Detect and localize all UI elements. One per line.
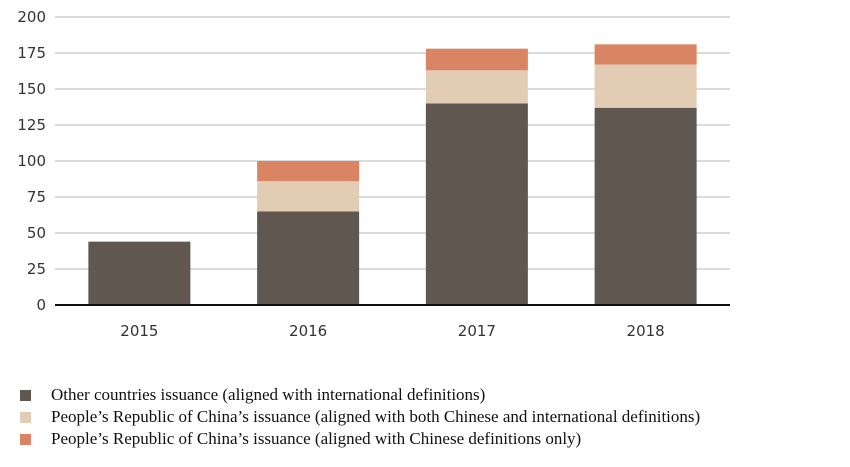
stacked-bar-chart: 0 25 50 75 100 125 150 175 200 2015 2016 2017 2018 [17,8,730,340]
y-axis-ticks: 0 25 50 75 100 125 150 175 200 [17,8,46,314]
bar-segment [425,70,528,104]
bar-segment [88,241,191,305]
bar-segment [594,64,697,108]
y-tick-label: 200 [17,8,46,26]
legend-item-other-countries: Other countries issuance (aligned with i… [20,384,700,406]
bar-segment [594,107,697,305]
y-tick-label: 75 [27,188,46,206]
gridlines [55,16,730,270]
legend-swatch-prc-both-definitions [20,411,31,423]
bar-segment [425,48,528,71]
bar-segment [594,44,697,65]
y-tick-label: 50 [27,224,46,242]
legend-swatch-other-countries [20,389,31,401]
y-tick-label: 150 [17,80,46,98]
bars [88,44,697,306]
y-tick-label: 25 [27,260,46,278]
x-tick-label: 2015 [120,322,158,340]
x-tick-label: 2018 [627,322,665,340]
legend-label-other-countries: Other countries issuance (aligned with i… [51,385,486,404]
y-tick-label: 100 [17,152,46,170]
x-axis-ticks: 2015 2016 2017 2018 [120,322,664,340]
legend-item-prc-chinese-only: People’s Republic of China’s issuance (a… [20,428,700,450]
legend-item-prc-both-definitions: People’s Republic of China’s issuance (a… [20,406,700,428]
legend: Other countries issuance (aligned with i… [20,384,700,450]
y-tick-label: 0 [36,296,46,314]
bar-segment [257,161,360,182]
legend-label-prc-both-definitions: People’s Republic of China’s issuance (a… [51,407,701,426]
y-tick-label: 175 [17,44,46,62]
bar-segment [257,181,360,212]
bar-segment [425,103,528,306]
x-tick-label: 2016 [289,322,327,340]
legend-swatch-prc-chinese-only [20,433,31,445]
x-tick-label: 2017 [458,322,496,340]
legend-label-prc-chinese-only: People’s Republic of China’s issuance (a… [51,429,582,448]
y-tick-label: 125 [17,116,46,134]
bar-segment [257,211,360,305]
